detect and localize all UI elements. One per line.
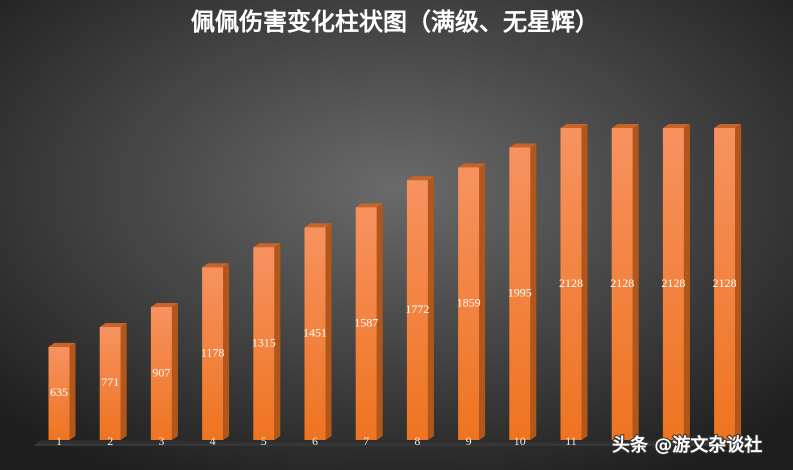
value-label: 2128 [559,276,583,290]
value-label: 1772 [405,302,429,316]
bar [150,307,172,440]
x-tick-label: 1 [56,434,62,448]
bar-side [581,124,588,440]
bar [662,128,684,440]
x-tick-label: 5 [261,434,267,448]
x-tick-label: 7 [363,434,369,448]
bar [714,128,736,440]
bar-side [427,176,434,440]
bar-side [683,124,690,440]
value-label: 907 [152,365,170,379]
value-label: 1178 [201,345,225,359]
bar-side [223,263,230,440]
bar [458,167,480,440]
value-label: 635 [50,385,68,399]
value-label: 2128 [610,276,634,290]
bar-top [304,223,332,228]
value-label: 771 [101,375,119,389]
bar [509,147,531,440]
bar-top [150,303,178,308]
x-tick-label: 11 [565,434,577,448]
value-label: 1315 [252,335,276,349]
bar-side [632,124,639,440]
bar-side [69,342,76,440]
value-label: 1995 [508,286,532,300]
bar-side [171,303,178,440]
floor [34,440,750,446]
bar [355,207,377,440]
bar-top [99,322,127,327]
value-label: 1451 [303,325,327,339]
bar [253,247,275,440]
bar-top [406,176,434,181]
bar-top [662,124,690,128]
x-tick-label: 8 [414,434,420,448]
bar [99,326,121,440]
watermark: 头条 @游文杂谈社 [612,434,762,456]
bar-side [530,143,537,440]
bar-top [202,263,230,268]
x-tick-label: 10 [514,434,526,448]
value-label: 1587 [354,315,378,329]
bar-top [611,124,639,128]
value-label: 2128 [713,276,737,290]
bar-side [735,124,742,440]
value-label: 1859 [457,295,481,309]
bar [560,128,582,440]
x-tick-label: 9 [466,434,472,448]
bar [611,128,633,440]
bar-top [509,143,537,148]
bar-side [325,223,332,440]
bar [48,346,70,440]
bar-top [458,163,486,168]
bar-side [479,163,486,440]
bar [304,227,326,440]
bar-side [274,243,281,440]
bar-top [560,124,588,128]
bar-top [48,342,76,347]
bar-side [376,203,383,440]
x-tick-label: 6 [312,434,318,448]
bar-top [714,124,742,128]
x-tick-label: 3 [158,434,164,448]
x-tick-label: 4 [210,434,216,448]
x-tick-label: 2 [107,434,113,448]
bar [202,267,224,440]
value-label: 2128 [661,276,685,290]
chart-title: 佩佩伤害变化柱状图（满级、无星辉） [191,8,599,36]
bar-top [355,203,383,208]
bar-top [253,243,281,248]
bar [406,180,428,440]
bar-side [120,322,127,440]
